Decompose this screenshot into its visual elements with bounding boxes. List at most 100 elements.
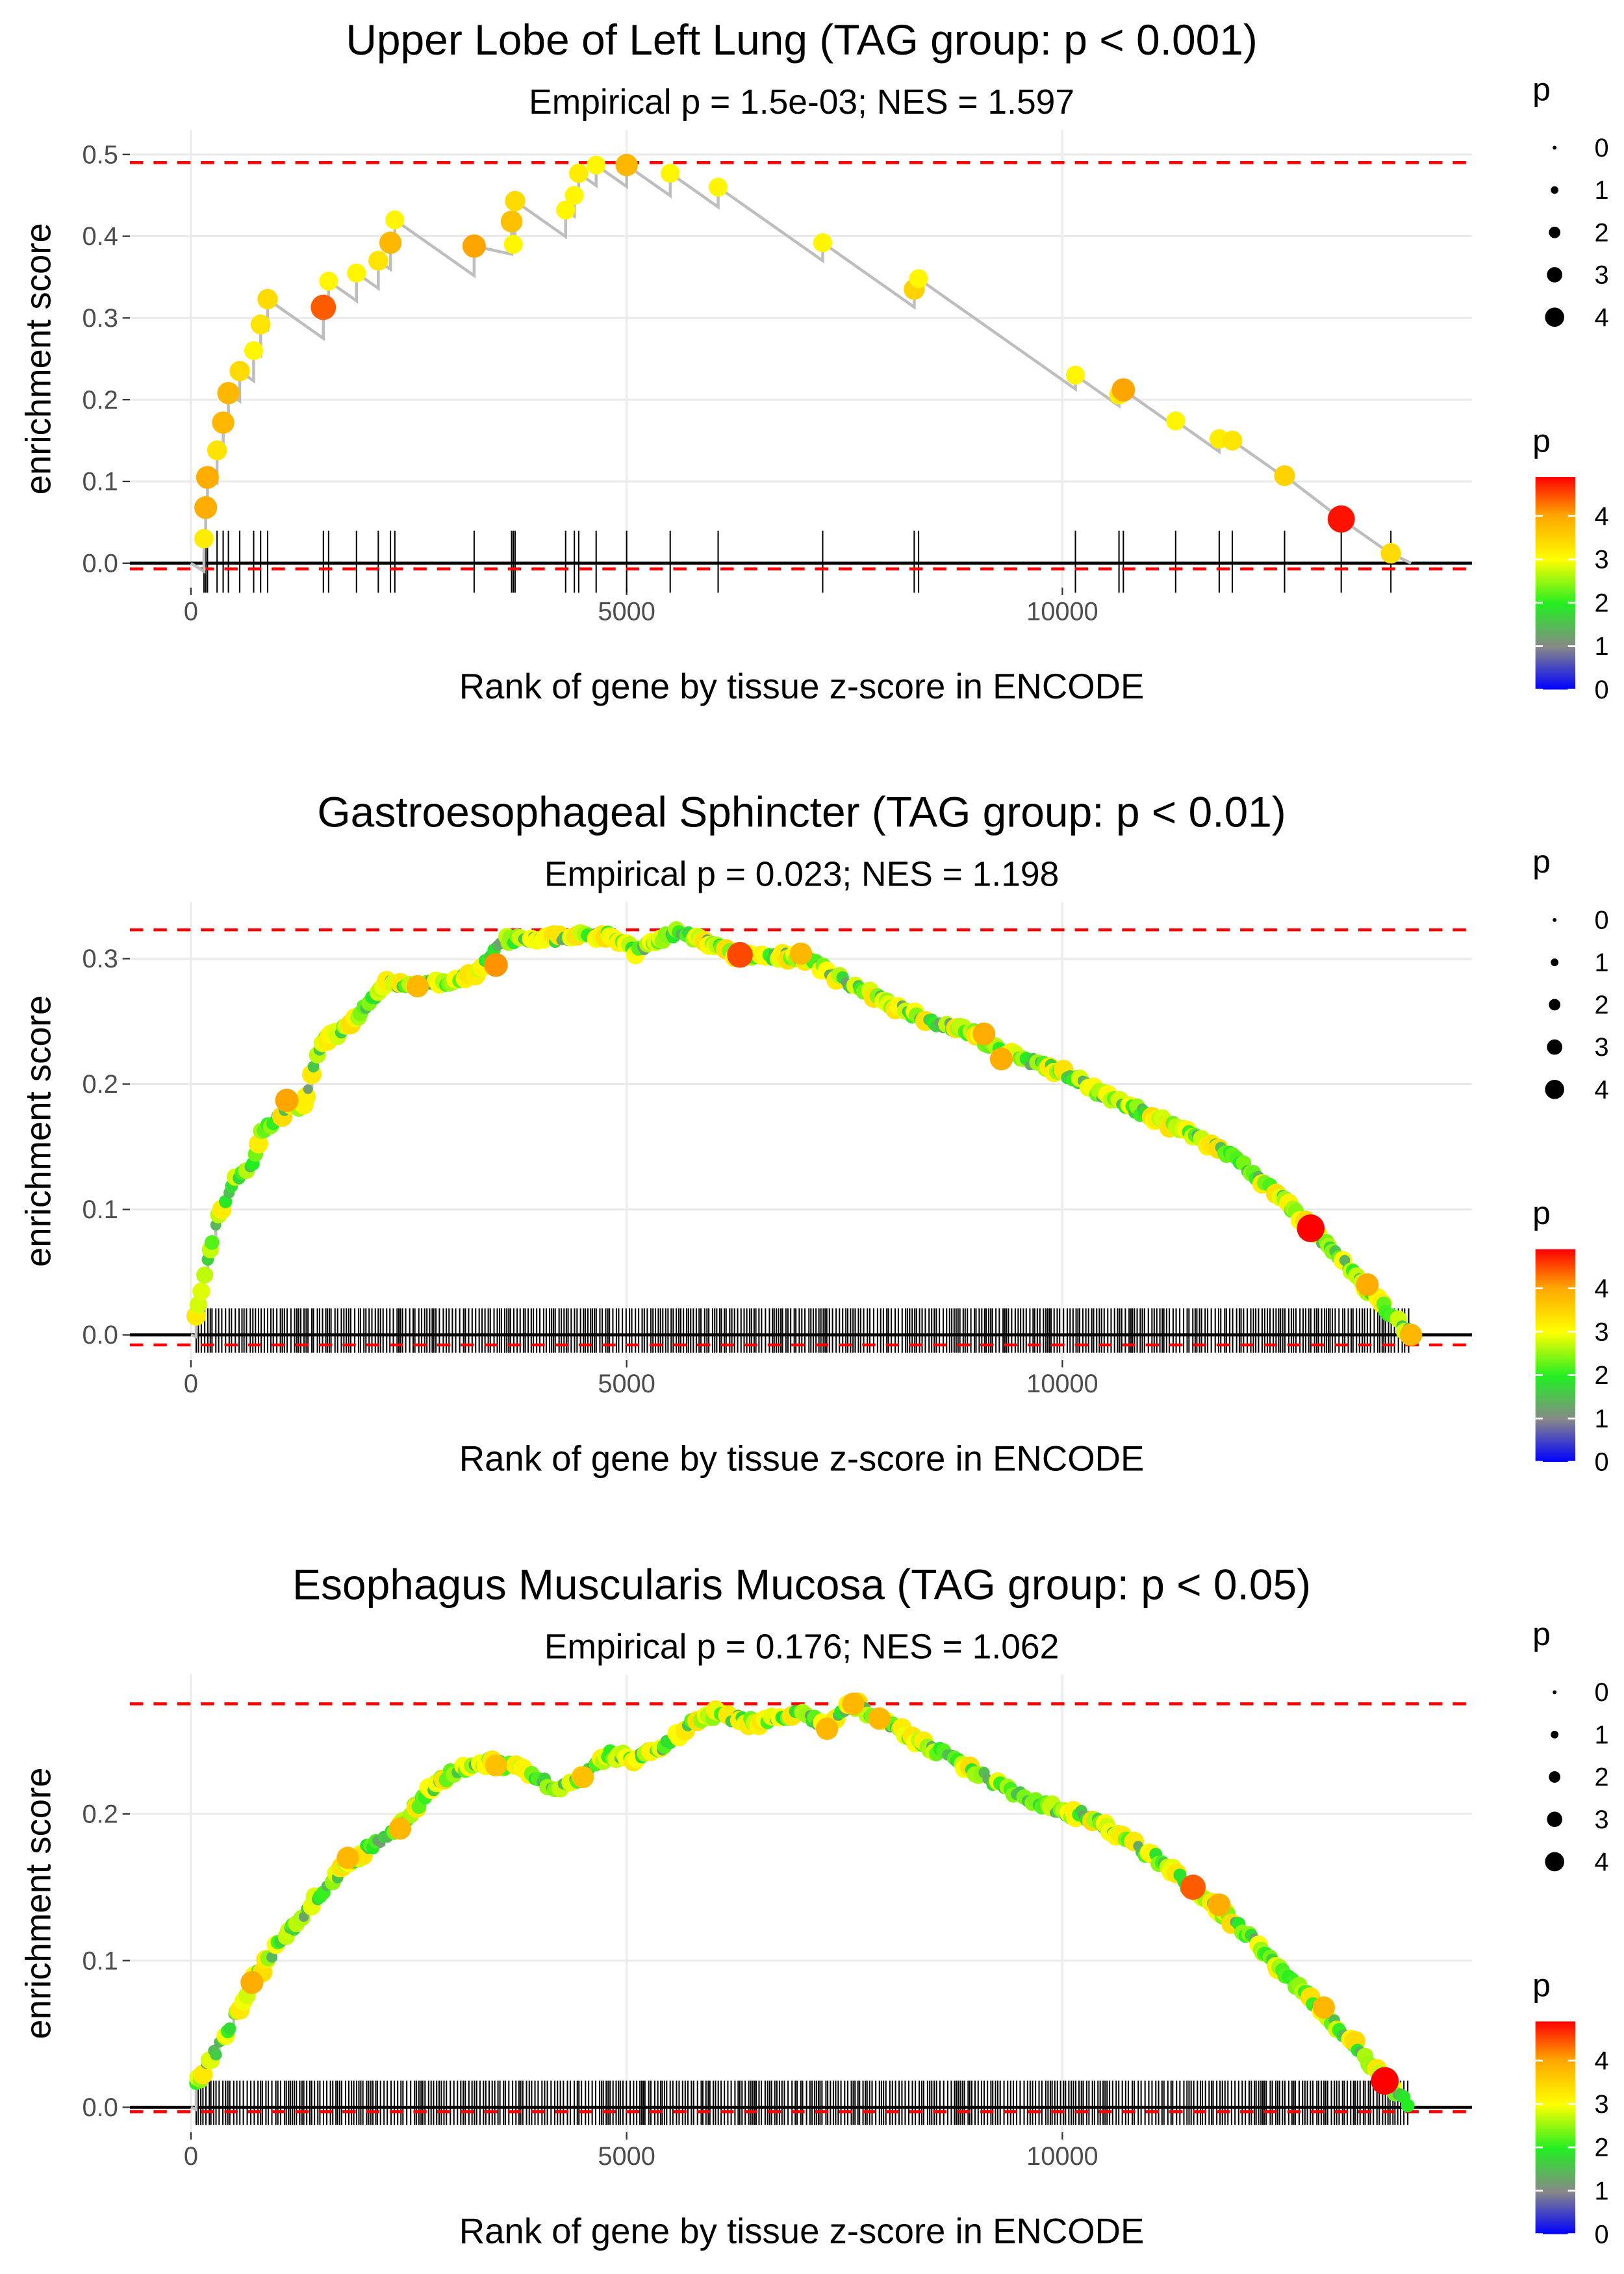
size-legend-label: 2 xyxy=(1595,218,1609,247)
data-point xyxy=(587,155,606,175)
running-enrichment-line xyxy=(190,162,1412,574)
size-legend-label: 0 xyxy=(1595,906,1609,935)
data-point xyxy=(568,163,589,183)
y-axis-title: enrichment score xyxy=(18,223,58,494)
y-tick-label: 0.5 xyxy=(82,140,118,169)
data-point-highlight xyxy=(1371,2067,1399,2095)
size-legend-key xyxy=(1551,958,1559,967)
colorbar-label: 3 xyxy=(1595,2090,1609,2119)
data-points xyxy=(186,921,1423,1346)
data-point-highlight xyxy=(406,975,429,998)
colorbar xyxy=(1535,477,1575,690)
size-legend: p 0 1 2 3 4 xyxy=(1532,71,1609,332)
data-point xyxy=(193,2064,213,2085)
size-legend-key xyxy=(1547,1039,1563,1055)
data-point xyxy=(368,250,388,271)
colorbar xyxy=(1535,2021,1575,2234)
y-tick-label: 0.4 xyxy=(82,222,118,251)
chart-subtitle: Empirical p = 0.176; NES = 1.062 xyxy=(544,1628,1059,1666)
data-point-highlight xyxy=(484,952,508,977)
colorbar-label: 0 xyxy=(1595,1448,1609,1477)
size-legend-key xyxy=(1549,1771,1561,1783)
data-point xyxy=(257,288,278,310)
size-legend-label: 3 xyxy=(1595,1806,1609,1834)
data-point xyxy=(909,269,928,288)
x-axis-title: Rank of gene by tissue z-score in ENCODE xyxy=(459,2211,1145,2251)
data-point xyxy=(500,211,523,233)
data-point-highlight xyxy=(336,1846,359,1869)
size-legend-key xyxy=(1547,1811,1563,1828)
data-point xyxy=(207,440,227,461)
data-point xyxy=(1065,365,1085,385)
data-point xyxy=(565,186,584,205)
size-legend-label: 4 xyxy=(1595,1075,1609,1104)
x-tick-label: 10000 xyxy=(1026,598,1098,626)
size-legend-key xyxy=(1545,307,1564,327)
data-points xyxy=(189,1692,1415,2113)
size-legend-key xyxy=(1549,999,1561,1011)
data-point xyxy=(503,235,523,254)
size-legend-label: 1 xyxy=(1595,1720,1609,1749)
x-tick-label: 10000 xyxy=(1026,1370,1098,1398)
data-point xyxy=(189,1296,207,1314)
data-point xyxy=(196,466,219,489)
colorbar-label: 4 xyxy=(1595,2047,1609,2075)
size-legend-title: p xyxy=(1532,843,1551,880)
data-point xyxy=(1222,430,1243,451)
size-legend-label: 0 xyxy=(1595,1678,1609,1707)
size-legend-label: 3 xyxy=(1595,1033,1609,1062)
chart-title: Upper Lobe of Left Lung (TAG group: p < … xyxy=(346,16,1258,64)
x-tick-label: 10000 xyxy=(1026,2142,1098,2171)
data-point xyxy=(311,294,336,320)
colorbar-label: 3 xyxy=(1595,546,1609,574)
chart-title: Gastroesophageal Sphincter (TAG group: p… xyxy=(317,788,1286,836)
y-tick-label: 0.2 xyxy=(82,1800,118,1828)
color-legend: p 0 1 2 3 4 xyxy=(1532,1195,1609,1477)
data-point xyxy=(210,2049,222,2061)
y-axis-title: enrichment score xyxy=(18,1767,58,2039)
data-point xyxy=(229,361,250,381)
data-point xyxy=(661,164,680,183)
data-point xyxy=(1327,505,1355,533)
size-legend: p 0 1 2 3 4 xyxy=(1532,843,1609,1104)
data-point xyxy=(244,341,264,361)
size-legend-label: 0 xyxy=(1595,134,1609,162)
colorbar xyxy=(1535,1249,1575,1462)
data-point xyxy=(249,1134,268,1154)
y-tick-label: 0.2 xyxy=(82,386,118,415)
data-point-highlight xyxy=(1208,1893,1231,1917)
data-point xyxy=(1274,465,1295,487)
data-point-highlight xyxy=(842,1693,865,1715)
size-legend-label: 3 xyxy=(1595,261,1609,290)
data-point-highlight xyxy=(789,942,813,965)
y-tick-label: 0.1 xyxy=(82,468,118,496)
x-tick-label: 0 xyxy=(184,598,198,626)
size-legend-label: 4 xyxy=(1595,1848,1609,1876)
size-legend-key xyxy=(1545,1852,1564,1872)
data-point xyxy=(194,529,214,549)
data-point xyxy=(212,411,235,434)
data-point xyxy=(205,1235,220,1250)
data-point xyxy=(708,177,728,197)
data-point xyxy=(1380,543,1401,564)
data-point-highlight xyxy=(815,1717,839,1741)
data-point-highlight xyxy=(1180,1874,1206,1900)
x-tick-label: 5000 xyxy=(598,1370,655,1398)
color-legend: p 0 1 2 3 4 xyxy=(1532,1967,1609,2249)
data-point xyxy=(347,263,366,283)
size-legend-key xyxy=(1551,186,1559,194)
data-point-highlight xyxy=(727,941,753,968)
colorbar-label: 4 xyxy=(1595,1274,1609,1303)
colorbar-label: 1 xyxy=(1595,2177,1609,2205)
data-point xyxy=(303,1084,313,1094)
data-point xyxy=(505,190,526,212)
size-legend-key xyxy=(1547,267,1563,283)
data-point-highlight xyxy=(388,1817,412,1840)
data-point-highlight xyxy=(275,1088,299,1112)
data-point xyxy=(319,272,338,291)
panel-2: Gastroesophageal Sphincter (TAG group: p… xyxy=(18,788,1608,1479)
data-point xyxy=(223,2022,236,2036)
data-point xyxy=(615,153,638,177)
x-tick-label: 0 xyxy=(184,1370,198,1398)
